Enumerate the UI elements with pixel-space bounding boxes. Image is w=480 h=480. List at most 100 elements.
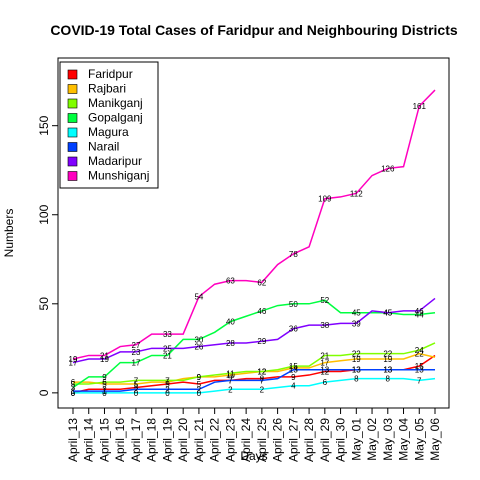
- data-label: 62: [257, 278, 266, 287]
- legend-label: Faridpur: [88, 67, 133, 81]
- data-label: 21: [100, 351, 109, 360]
- x-tick-label: April_22: [208, 418, 222, 462]
- data-label: 5: [134, 380, 139, 389]
- data-label: 2: [260, 385, 265, 394]
- data-label: 22: [415, 350, 424, 359]
- data-label: 15: [289, 362, 298, 371]
- data-label: 11: [226, 369, 235, 378]
- data-label: 9: [197, 373, 202, 382]
- data-label: 19: [352, 355, 361, 364]
- legend-swatch: [67, 127, 78, 138]
- data-label: 6: [165, 378, 170, 387]
- legend-label: Madaripur: [88, 154, 142, 168]
- data-label: 52: [320, 296, 329, 305]
- data-label: 5: [197, 380, 202, 389]
- data-label: 161: [413, 102, 427, 111]
- data-label: 7: [228, 376, 233, 385]
- data-label: 44: [415, 310, 424, 319]
- legend-swatch: [67, 69, 78, 80]
- x-tick-label: April_20: [176, 418, 190, 462]
- data-label: 2: [197, 385, 202, 394]
- data-label: 50: [289, 300, 298, 309]
- legend-swatch: [67, 113, 78, 123]
- x-tick-label: April_21: [192, 418, 206, 462]
- legend-label: Gopalganj: [88, 111, 143, 125]
- data-label: 23: [132, 348, 141, 357]
- y-axis-label: Numbers: [2, 209, 16, 258]
- y-tick-label: 0: [37, 389, 51, 396]
- data-label: 6: [71, 378, 76, 387]
- data-label: 9: [102, 373, 107, 382]
- data-label: 6: [102, 378, 107, 387]
- legend-swatch: [67, 156, 78, 167]
- chart-title: COVID-19 Total Cases of Faridpur and Nei…: [50, 22, 458, 38]
- y-tick-label: 150: [37, 115, 51, 135]
- data-label: 0: [71, 389, 76, 398]
- legend-label: Manikganj: [88, 96, 143, 110]
- data-label: 30: [194, 335, 203, 344]
- data-label: 8: [260, 375, 265, 384]
- data-label: 8: [386, 375, 391, 384]
- legend-label: Rajbari: [88, 82, 126, 96]
- x-tick-label: April_17: [129, 418, 143, 462]
- x-tick-label: April_15: [97, 418, 111, 462]
- series-line: [72, 89, 436, 360]
- data-label: 19: [383, 355, 392, 364]
- data-label: 14: [289, 364, 298, 373]
- data-label: 109: [318, 195, 332, 204]
- data-label: 3: [134, 384, 139, 393]
- data-label: 22: [383, 350, 392, 359]
- series-line: [72, 299, 436, 389]
- data-label: 46: [257, 307, 266, 316]
- x-tick-label: April_18: [145, 418, 159, 462]
- x-tick-label: April_19: [160, 418, 174, 462]
- x-tick-label: April_13: [66, 418, 80, 462]
- x-tick-label: May_06: [428, 418, 442, 461]
- data-label: 15: [415, 362, 424, 371]
- legend-swatch: [67, 142, 78, 152]
- data-label: 33: [163, 330, 172, 339]
- data-label: 12: [320, 367, 329, 376]
- data-label: 17: [320, 359, 329, 368]
- x-tick-label: April_29: [318, 418, 332, 462]
- x-tick-label: May_03: [381, 418, 395, 461]
- legend-label: Munshiganj: [88, 169, 149, 183]
- data-label: 40: [226, 318, 235, 327]
- data-label: 112: [350, 189, 363, 198]
- data-label: 126: [381, 164, 395, 173]
- legend-swatch: [67, 171, 78, 181]
- series-line: [73, 342, 436, 385]
- data-label: 0: [165, 389, 170, 398]
- legend-swatch: [67, 84, 78, 94]
- data-label: 45: [352, 309, 361, 318]
- x-tick-label: April_25: [255, 418, 269, 462]
- x-tick-label: April_24: [239, 418, 253, 462]
- data-label: 54: [194, 293, 203, 302]
- data-label: 0: [197, 389, 202, 398]
- data-label: 0: [102, 389, 107, 398]
- series-line: [73, 368, 435, 392]
- plot-frame: [57, 57, 450, 409]
- data-label: 25: [163, 344, 172, 353]
- legend-label: Magura: [88, 125, 129, 139]
- data-label: 4: [291, 382, 296, 391]
- x-tick-label: May_01: [349, 418, 363, 461]
- y-tick-label: 100: [37, 204, 51, 224]
- data-label: 17: [132, 359, 141, 368]
- data-label: 0: [134, 389, 139, 398]
- series-line: [72, 354, 436, 394]
- data-label: 10: [226, 371, 235, 380]
- data-label: 13: [352, 366, 361, 375]
- legend-box: [59, 61, 159, 189]
- data-label: 7: [417, 376, 422, 385]
- data-label: 21: [163, 351, 172, 360]
- data-label: 29: [257, 337, 266, 346]
- data-label: 2: [102, 385, 107, 394]
- data-label: 7: [165, 376, 170, 385]
- x-tick-label: April_16: [113, 418, 127, 462]
- data-label: 2: [228, 385, 233, 394]
- series-line: [73, 377, 436, 394]
- data-label: 19: [100, 355, 109, 364]
- data-label: 38: [320, 321, 329, 330]
- x-tick-label: April_26: [271, 418, 285, 462]
